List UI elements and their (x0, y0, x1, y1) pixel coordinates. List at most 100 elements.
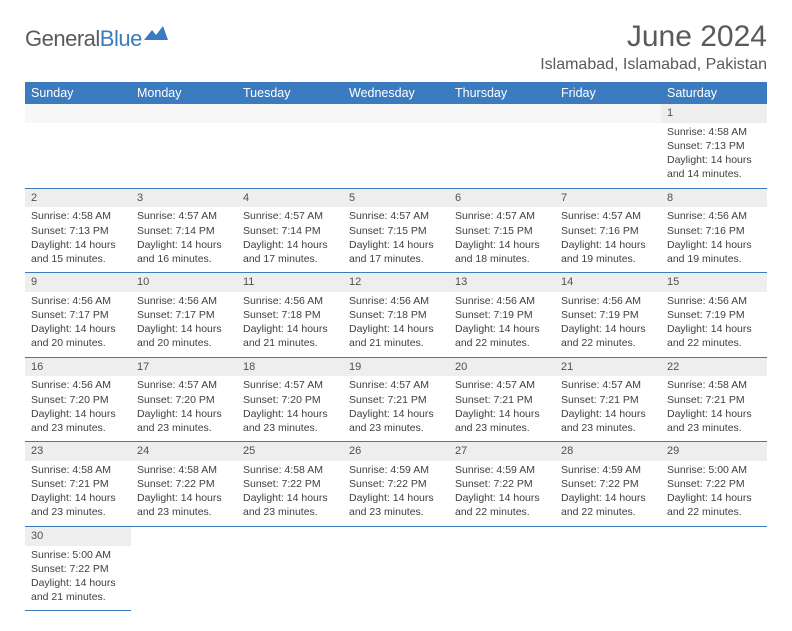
daynum-row: 16171819202122 (25, 357, 767, 376)
day-details: Sunrise: 5:00 AMSunset: 7:22 PMDaylight:… (25, 546, 131, 611)
day-content-cell: Sunrise: 4:59 AMSunset: 7:22 PMDaylight:… (449, 461, 555, 526)
day-details: Sunrise: 4:56 AMSunset: 7:20 PMDaylight:… (25, 376, 131, 441)
day-content-cell: Sunrise: 4:56 AMSunset: 7:18 PMDaylight:… (343, 292, 449, 357)
day-content-cell (343, 123, 449, 188)
day-number: 30 (25, 527, 131, 546)
day-number: 10 (131, 273, 237, 292)
day-details: Sunrise: 4:57 AMSunset: 7:16 PMDaylight:… (555, 207, 661, 272)
daylight-line: Daylight: 14 hours and 21 minutes. (349, 322, 443, 350)
day-number-cell: 20 (449, 357, 555, 376)
day-details: Sunrise: 4:56 AMSunset: 7:18 PMDaylight:… (343, 292, 449, 357)
sunrise-line: Sunrise: 4:56 AM (243, 294, 337, 308)
day-number: 20 (449, 358, 555, 377)
day-number: 26 (343, 442, 449, 461)
day-number-cell (555, 526, 661, 545)
daylight-line: Daylight: 14 hours and 22 minutes. (561, 322, 655, 350)
daylight-line: Daylight: 14 hours and 20 minutes. (31, 322, 125, 350)
sunset-line: Sunset: 7:13 PM (31, 224, 125, 238)
day-number-cell: 17 (131, 357, 237, 376)
day-number-cell: 28 (555, 442, 661, 461)
day-number: 13 (449, 273, 555, 292)
day-details: Sunrise: 4:59 AMSunset: 7:22 PMDaylight:… (343, 461, 449, 526)
daylight-line: Daylight: 14 hours and 21 minutes. (31, 576, 125, 604)
day-content-cell (25, 123, 131, 188)
day-details: Sunrise: 4:56 AMSunset: 7:19 PMDaylight:… (555, 292, 661, 357)
day-number-cell: 27 (449, 442, 555, 461)
daylight-line: Daylight: 14 hours and 23 minutes. (349, 491, 443, 519)
daylight-line: Daylight: 14 hours and 22 minutes. (667, 322, 761, 350)
day-number: 8 (661, 189, 767, 208)
week-row: Sunrise: 4:56 AMSunset: 7:17 PMDaylight:… (25, 292, 767, 357)
sunrise-line: Sunrise: 4:57 AM (137, 378, 231, 392)
sunrise-line: Sunrise: 4:56 AM (561, 294, 655, 308)
sunrise-line: Sunrise: 4:57 AM (243, 209, 337, 223)
daylight-line: Daylight: 14 hours and 23 minutes. (243, 407, 337, 435)
daylight-line: Daylight: 14 hours and 15 minutes. (31, 238, 125, 266)
day-content-cell: Sunrise: 4:59 AMSunset: 7:22 PMDaylight:… (555, 461, 661, 526)
week-row: Sunrise: 4:58 AMSunset: 7:21 PMDaylight:… (25, 461, 767, 526)
sunrise-line: Sunrise: 4:57 AM (243, 378, 337, 392)
logo-text: GeneralBlue (25, 26, 142, 52)
sunset-line: Sunset: 7:21 PM (561, 393, 655, 407)
day-number: 24 (131, 442, 237, 461)
day-content-cell: Sunrise: 4:57 AMSunset: 7:14 PMDaylight:… (131, 207, 237, 272)
day-content-cell: Sunrise: 4:59 AMSunset: 7:22 PMDaylight:… (343, 461, 449, 526)
sunset-line: Sunset: 7:20 PM (243, 393, 337, 407)
sunrise-line: Sunrise: 4:56 AM (455, 294, 549, 308)
day-number: 21 (555, 358, 661, 377)
day-content-cell: Sunrise: 4:57 AMSunset: 7:16 PMDaylight:… (555, 207, 661, 272)
sunrise-line: Sunrise: 4:56 AM (31, 378, 125, 392)
sunrise-line: Sunrise: 4:58 AM (31, 463, 125, 477)
day-number-cell: 18 (237, 357, 343, 376)
day-details: Sunrise: 4:56 AMSunset: 7:19 PMDaylight:… (661, 292, 767, 357)
day-number-cell: 7 (555, 188, 661, 207)
sunrise-line: Sunrise: 4:59 AM (561, 463, 655, 477)
sunset-line: Sunset: 7:17 PM (31, 308, 125, 322)
daylight-line: Daylight: 14 hours and 23 minutes. (137, 407, 231, 435)
daylight-line: Daylight: 14 hours and 22 minutes. (667, 491, 761, 519)
day-number: 19 (343, 358, 449, 377)
daynum-row: 23242526272829 (25, 442, 767, 461)
day-number: 29 (661, 442, 767, 461)
day-number-cell (343, 104, 449, 123)
day-number: 5 (343, 189, 449, 208)
daylight-line: Daylight: 14 hours and 21 minutes. (243, 322, 337, 350)
daylight-line: Daylight: 14 hours and 23 minutes. (243, 491, 337, 519)
daynum-row: 30 (25, 526, 767, 545)
day-content-cell (131, 546, 237, 611)
day-number: 12 (343, 273, 449, 292)
sunrise-line: Sunrise: 4:57 AM (455, 209, 549, 223)
daylight-line: Daylight: 14 hours and 17 minutes. (243, 238, 337, 266)
day-number-cell: 15 (661, 273, 767, 292)
sunrise-line: Sunrise: 4:58 AM (667, 378, 761, 392)
sunrise-line: Sunrise: 4:57 AM (349, 378, 443, 392)
day-number: 27 (449, 442, 555, 461)
sunrise-line: Sunrise: 4:56 AM (31, 294, 125, 308)
day-details: Sunrise: 4:57 AMSunset: 7:21 PMDaylight:… (555, 376, 661, 441)
day-number-cell: 8 (661, 188, 767, 207)
day-details: Sunrise: 4:58 AMSunset: 7:13 PMDaylight:… (25, 207, 131, 272)
sunset-line: Sunset: 7:19 PM (561, 308, 655, 322)
daylight-line: Daylight: 14 hours and 17 minutes. (349, 238, 443, 266)
day-number-cell: 14 (555, 273, 661, 292)
daylight-line: Daylight: 14 hours and 19 minutes. (561, 238, 655, 266)
sunrise-line: Sunrise: 4:58 AM (243, 463, 337, 477)
sunrise-line: Sunrise: 4:57 AM (561, 209, 655, 223)
weekday-header: Thursday (449, 82, 555, 104)
day-details: Sunrise: 4:56 AMSunset: 7:18 PMDaylight:… (237, 292, 343, 357)
sunrise-line: Sunrise: 4:59 AM (455, 463, 549, 477)
day-details: Sunrise: 4:58 AMSunset: 7:21 PMDaylight:… (25, 461, 131, 526)
day-number-cell: 26 (343, 442, 449, 461)
day-content-cell (343, 546, 449, 611)
day-number-cell (661, 526, 767, 545)
day-number-cell: 22 (661, 357, 767, 376)
day-number-cell (449, 526, 555, 545)
location: Islamabad, Islamabad, Pakistan (540, 56, 767, 74)
sunrise-line: Sunrise: 4:57 AM (455, 378, 549, 392)
sunrise-line: Sunrise: 4:57 AM (349, 209, 443, 223)
day-number-cell: 2 (25, 188, 131, 207)
sunset-line: Sunset: 7:15 PM (455, 224, 549, 238)
day-content-cell (237, 546, 343, 611)
day-content-cell: Sunrise: 4:57 AMSunset: 7:15 PMDaylight:… (343, 207, 449, 272)
day-number-cell: 9 (25, 273, 131, 292)
